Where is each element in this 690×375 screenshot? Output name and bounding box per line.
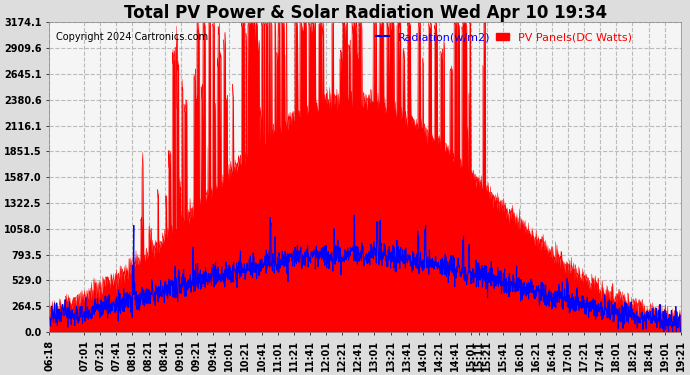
Legend: Radiation(w/m2), PV Panels(DC Watts): Radiation(w/m2), PV Panels(DC Watts): [371, 28, 637, 47]
Text: Copyright 2024 Cartronics.com: Copyright 2024 Cartronics.com: [56, 32, 208, 42]
Title: Total PV Power & Solar Radiation Wed Apr 10 19:34: Total PV Power & Solar Radiation Wed Apr…: [124, 4, 607, 22]
